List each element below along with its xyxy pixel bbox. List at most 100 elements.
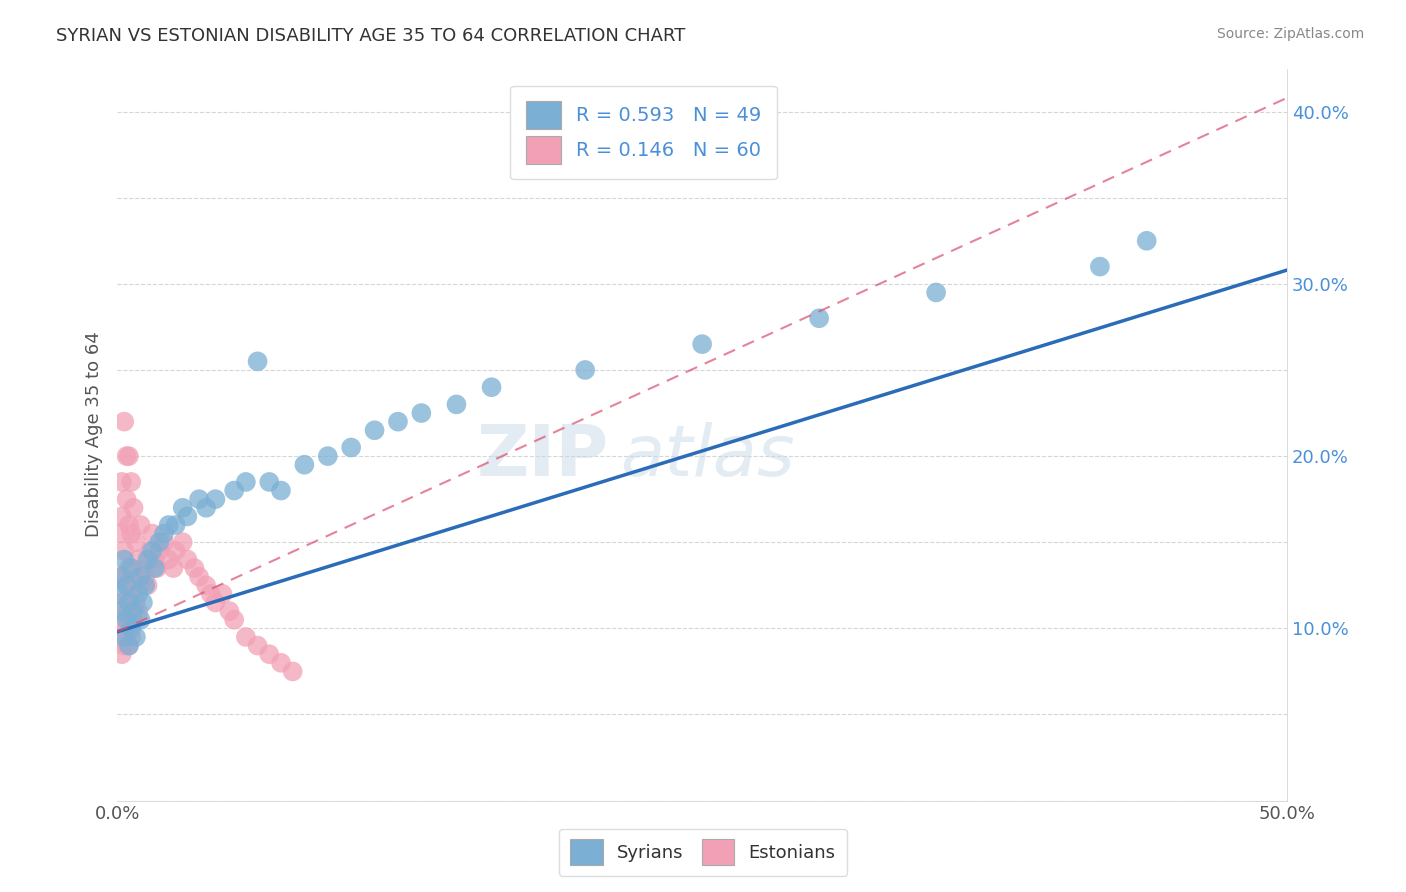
Point bbox=[129, 518, 152, 533]
Point bbox=[108, 595, 131, 609]
Point bbox=[118, 518, 141, 533]
Point bbox=[1088, 260, 1111, 274]
Point bbox=[292, 458, 315, 472]
Point bbox=[195, 500, 218, 515]
Point bbox=[172, 535, 194, 549]
Point bbox=[112, 544, 135, 558]
Point bbox=[132, 595, 155, 609]
Point bbox=[808, 311, 831, 326]
Point bbox=[165, 544, 187, 558]
Point bbox=[115, 578, 138, 592]
Point bbox=[122, 500, 145, 515]
Point bbox=[143, 561, 166, 575]
Point bbox=[111, 475, 134, 489]
Point bbox=[120, 587, 142, 601]
Point bbox=[183, 561, 205, 575]
Point bbox=[143, 552, 166, 566]
Point bbox=[141, 544, 163, 558]
Point bbox=[211, 587, 233, 601]
Point bbox=[112, 639, 135, 653]
Point bbox=[120, 475, 142, 489]
Point bbox=[111, 570, 134, 584]
Point bbox=[129, 578, 152, 592]
Point bbox=[270, 483, 292, 498]
Point bbox=[118, 604, 141, 618]
Point bbox=[481, 380, 503, 394]
Point bbox=[172, 500, 194, 515]
Point bbox=[122, 613, 145, 627]
Point bbox=[340, 441, 363, 455]
Point bbox=[165, 518, 187, 533]
Point bbox=[111, 613, 134, 627]
Point bbox=[925, 285, 948, 300]
Point bbox=[1136, 234, 1159, 248]
Point bbox=[281, 665, 304, 679]
Point bbox=[108, 630, 131, 644]
Point bbox=[204, 492, 226, 507]
Point bbox=[127, 552, 149, 566]
Point bbox=[188, 570, 211, 584]
Point bbox=[111, 647, 134, 661]
Point bbox=[108, 526, 131, 541]
Point bbox=[218, 604, 240, 618]
Point bbox=[246, 354, 269, 368]
Point bbox=[316, 449, 339, 463]
Point bbox=[111, 604, 134, 618]
Point bbox=[120, 561, 142, 575]
Point bbox=[363, 423, 385, 437]
Point bbox=[112, 552, 135, 566]
Point bbox=[108, 587, 131, 601]
Point bbox=[112, 415, 135, 429]
Point bbox=[125, 535, 148, 549]
Point bbox=[148, 535, 170, 549]
Legend: R = 0.593   N = 49, R = 0.146   N = 60: R = 0.593 N = 49, R = 0.146 N = 60 bbox=[510, 86, 778, 179]
Point bbox=[411, 406, 433, 420]
Point bbox=[127, 587, 149, 601]
Point bbox=[120, 621, 142, 635]
Point bbox=[195, 578, 218, 592]
Text: ZIP: ZIP bbox=[477, 422, 609, 491]
Point bbox=[108, 570, 131, 584]
Point bbox=[115, 613, 138, 627]
Point bbox=[188, 492, 211, 507]
Point bbox=[259, 475, 281, 489]
Point bbox=[153, 526, 176, 541]
Point bbox=[176, 552, 198, 566]
Point bbox=[690, 337, 713, 351]
Point bbox=[387, 415, 409, 429]
Point bbox=[112, 630, 135, 644]
Point bbox=[115, 492, 138, 507]
Point bbox=[118, 561, 141, 575]
Text: Source: ZipAtlas.com: Source: ZipAtlas.com bbox=[1216, 27, 1364, 41]
Point bbox=[141, 526, 163, 541]
Point bbox=[115, 578, 138, 592]
Point bbox=[224, 483, 246, 498]
Point bbox=[125, 595, 148, 609]
Point bbox=[224, 613, 246, 627]
Point bbox=[446, 397, 468, 411]
Point bbox=[204, 595, 226, 609]
Point bbox=[120, 630, 142, 644]
Point bbox=[162, 561, 184, 575]
Point bbox=[134, 570, 156, 584]
Point bbox=[153, 535, 176, 549]
Point bbox=[120, 526, 142, 541]
Point bbox=[129, 613, 152, 627]
Point bbox=[115, 621, 138, 635]
Point bbox=[125, 630, 148, 644]
Point bbox=[259, 647, 281, 661]
Point bbox=[136, 552, 159, 566]
Text: atlas: atlas bbox=[620, 422, 794, 491]
Point bbox=[246, 639, 269, 653]
Point bbox=[200, 587, 222, 601]
Text: SYRIAN VS ESTONIAN DISABILITY AGE 35 TO 64 CORRELATION CHART: SYRIAN VS ESTONIAN DISABILITY AGE 35 TO … bbox=[56, 27, 686, 45]
Point bbox=[118, 595, 141, 609]
Point bbox=[270, 656, 292, 670]
Point bbox=[118, 639, 141, 653]
Point bbox=[122, 604, 145, 618]
Point bbox=[157, 552, 180, 566]
Point bbox=[157, 518, 180, 533]
Point bbox=[115, 449, 138, 463]
Point bbox=[134, 578, 156, 592]
Point bbox=[111, 509, 134, 524]
